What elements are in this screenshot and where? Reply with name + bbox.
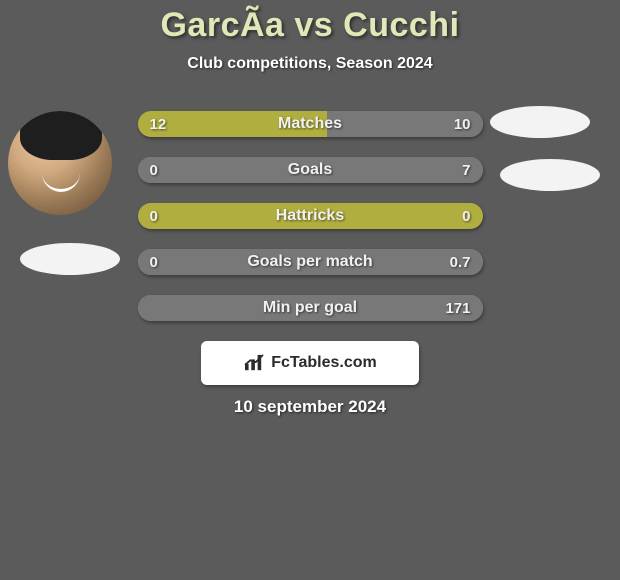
stat-bar: 1210Matches [138,111,483,137]
stat-bar: 00Hattricks [138,203,483,229]
player-right-avatar-placeholder [490,106,590,138]
bar-chart-icon [243,354,265,372]
player-right-flag [500,159,600,191]
comparison-body: 1210Matches 07Goals 00Hattricks 00.7Goals p… [0,111,620,417]
player-left-flag [20,243,120,275]
stat-bar: 171Min per goal [138,295,483,321]
stat-label: Matches [138,111,483,137]
comparison-card: GarcÃ­a vs Cucchi Club competitions, Sea… [0,0,620,417]
stat-label: Min per goal [138,295,483,321]
brand-name: FcTables.com [271,354,377,372]
brand-badge: FcTables.com [201,341,419,385]
snapshot-date: 10 september 2024 [0,397,620,417]
subtitle: Club competitions, Season 2024 [0,55,620,73]
stat-bar: 07Goals [138,157,483,183]
stats-list: 1210Matches 07Goals 00Hattricks 00.7Goals p… [138,111,483,321]
stat-label: Goals per match [138,249,483,275]
page-title: GarcÃ­a vs Cucchi [0,6,620,45]
stat-bar: 00.7Goals per match [138,249,483,275]
stat-label: Hattricks [138,203,483,229]
player-left-avatar [8,111,112,215]
stat-label: Goals [138,157,483,183]
